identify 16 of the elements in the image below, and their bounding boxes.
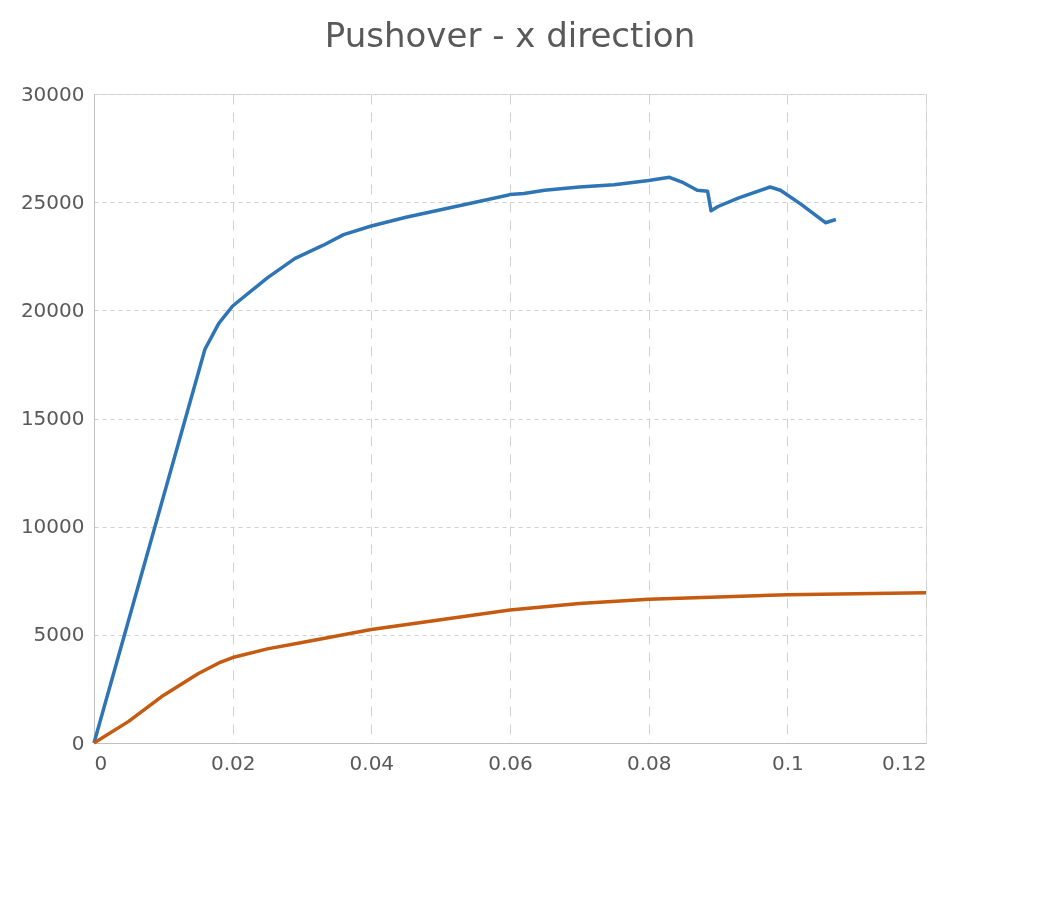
x-tick-label: 0 — [94, 750, 108, 775]
y-tick-label: 30000 — [20, 81, 85, 106]
y-tick-label: 15000 — [20, 406, 85, 430]
y-tick-label: 10000 — [20, 514, 85, 539]
x-tick-label: 0.1 — [771, 750, 804, 775]
x-tick-label: 0.12 — [881, 750, 927, 775]
y-tick-label: 25000 — [20, 189, 85, 214]
x-tick-label: 0.06 — [488, 750, 533, 775]
y-tick-label: 5000 — [33, 622, 85, 647]
y-tick-label: 0 — [71, 730, 85, 755]
line-series — [92, 175, 838, 745]
x-tick-label: 0.08 — [626, 750, 672, 775]
chart-title: Pushover - x direction — [324, 15, 696, 55]
x-tick-label: 0.04 — [349, 750, 395, 775]
y-tick-label: 20000 — [20, 297, 85, 322]
x-tick-label: 0.02 — [210, 750, 256, 775]
